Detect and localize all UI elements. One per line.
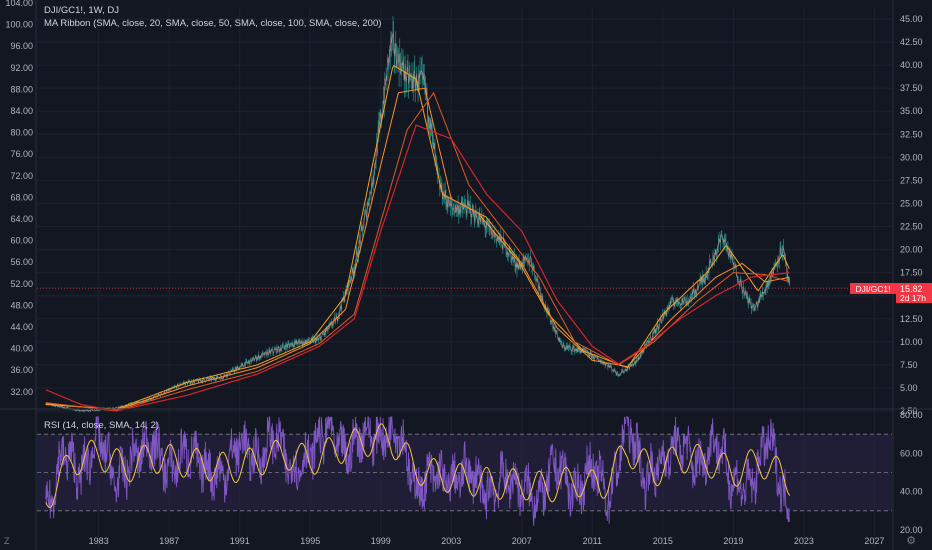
y-right-tick-label: 30.00 (900, 152, 923, 162)
x-tick-label: 2015 (653, 536, 673, 546)
price-pane (37, 15, 850, 413)
rsi-tick-label: 80.00 (900, 410, 923, 420)
y-left-tick-label: 48.00 (10, 300, 33, 310)
y-left-tick-label: 88.00 (10, 84, 33, 94)
rsi-line (45, 416, 790, 526)
rsi-pane (37, 416, 892, 526)
y-right-tick-label: 45.00 (900, 14, 923, 24)
y-right-tick-label: 37.50 (900, 83, 923, 93)
y-right-tick-label: 5.00 (900, 383, 918, 393)
x-tick-label: 2027 (864, 536, 884, 546)
y-right-tick-label: 42.50 (900, 37, 923, 47)
last-price-badge: DJI/GC1! 15.82 2d 17h (850, 283, 932, 303)
rsi-tick-label: 60.00 (900, 448, 923, 458)
y-right-tick-label: 10.00 (900, 337, 923, 347)
badge-countdown: 2d 17h (900, 293, 926, 303)
y-left-tick-label: 100.00 (5, 20, 33, 30)
y-left-tick-label: 104.00 (5, 0, 33, 8)
y-right-tick-label: 2.50 (900, 406, 918, 416)
rsi-tick-label: 40.00 (900, 487, 923, 497)
rsi-tick-label: 20.00 (900, 525, 923, 535)
y-left-tick-label: 72.00 (10, 171, 33, 181)
y-left-tick-label: 76.00 (10, 149, 33, 159)
x-tick-label: 2003 (441, 536, 461, 546)
x-tick-label: 1995 (300, 536, 320, 546)
sma-20-line (45, 64, 790, 410)
y-left-tick-label: 52.00 (10, 279, 33, 289)
sma-50-line (45, 87, 790, 411)
y-right-tick-label: 25.00 (900, 198, 923, 208)
sma-200-line (45, 124, 790, 412)
timezone-button[interactable]: Z (4, 536, 10, 546)
y-left-tick-label: 56.00 (10, 257, 33, 267)
y-right-tick-label: 7.50 (900, 360, 918, 370)
x-tick-label: 2019 (723, 536, 743, 546)
badge-value: 15.82 (900, 284, 923, 294)
y-left-tick-label: 80.00 (10, 128, 33, 138)
x-tick-label: 1983 (89, 536, 109, 546)
y-right-tick-label: 17.50 (900, 268, 923, 278)
gear-icon[interactable]: ⚙ (906, 535, 916, 547)
y-left-tick-label: 32.00 (10, 387, 33, 397)
x-tick-label: 1991 (230, 536, 250, 546)
y-left-tick-label: 64.00 (10, 214, 33, 224)
rsi-ma-line (45, 423, 791, 508)
ma-ribbon-legend[interactable]: MA Ribbon (SMA, close, 20, SMA, close, 5… (44, 18, 382, 29)
y-right-tick-label: 32.50 (900, 129, 923, 139)
y-left-tick-label: 68.00 (10, 192, 33, 202)
y-right-tick-label: 20.00 (900, 245, 923, 255)
y-left-tick-label: 84.00 (10, 106, 33, 116)
y-left-tick-label: 36.00 (10, 365, 33, 375)
y-left-tick-label: 92.00 (10, 63, 33, 73)
y-right-tick-label: 12.50 (900, 314, 923, 324)
x-tick-label: 2023 (794, 536, 814, 546)
x-tick-label: 2007 (512, 536, 532, 546)
y-right-tick-label: 22.50 (900, 222, 923, 232)
y-left-tick-label: 44.00 (10, 322, 33, 332)
symbol-title[interactable]: DJI/GC1!, 1W, DJ (44, 5, 119, 16)
y-right-tick-label: 35.00 (900, 106, 923, 116)
badge-symbol-box (850, 283, 896, 294)
y-right-tick-label: 27.50 (900, 175, 923, 185)
badge-value-box (896, 283, 932, 303)
y-right-tick-label: 40.00 (900, 60, 923, 70)
axes: 45.00 42.50 40.00 37.50 35.00 32.50 30.00 27.50… (5, 0, 922, 546)
badge-symbol: DJI/GC1! (856, 284, 891, 294)
x-tick-label: 1987 (159, 536, 179, 546)
y-left-tick-label: 96.00 (10, 41, 33, 51)
rsi-legend[interactable]: RSI (14, close, SMA, 14, 2) (44, 420, 160, 431)
x-tick-label: 1999 (371, 536, 391, 546)
y-left-tick-label: 40.00 (10, 344, 33, 354)
x-tick-label: 2011 (583, 536, 602, 546)
y-left-tick-label: 60.00 (10, 236, 33, 246)
